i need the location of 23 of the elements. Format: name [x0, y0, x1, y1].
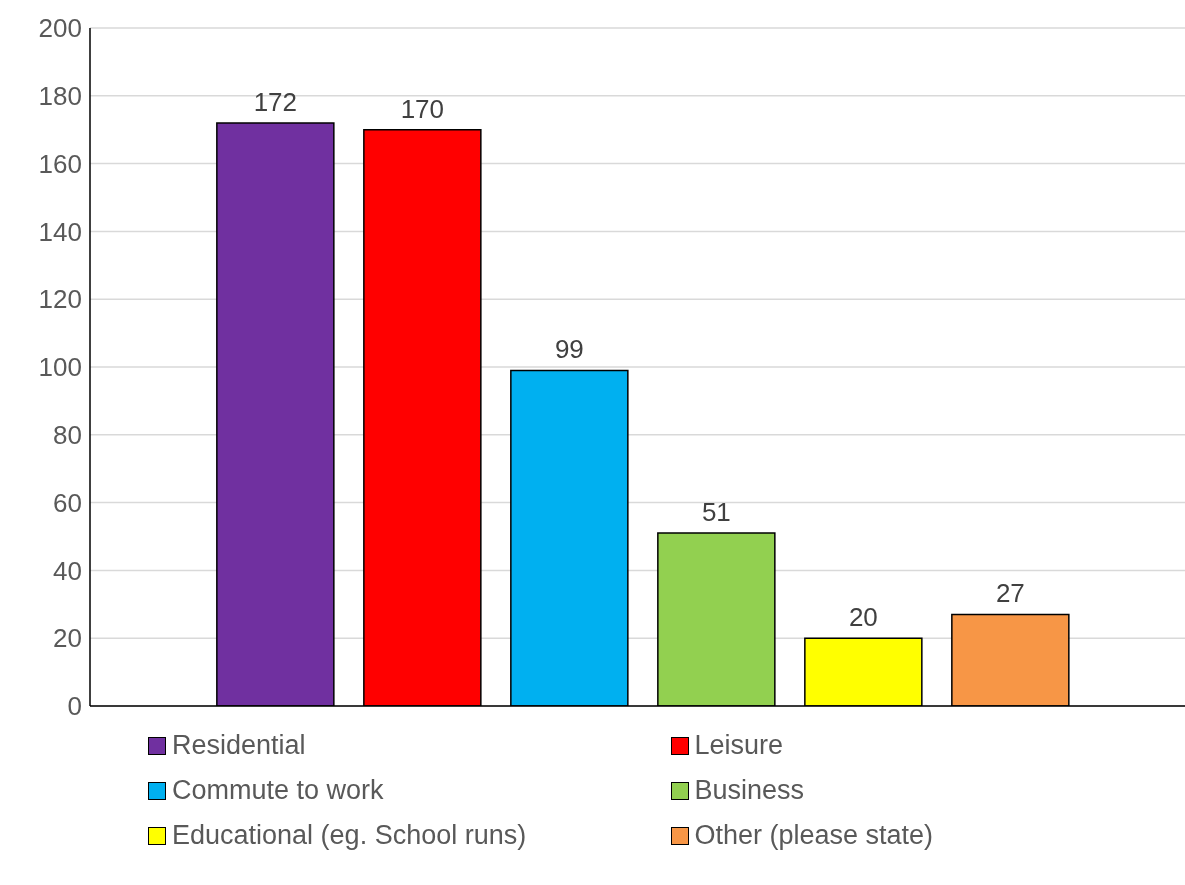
- legend-label: Residential: [172, 730, 306, 761]
- y-tick-label: 0: [67, 691, 82, 722]
- y-tick-label: 180: [38, 81, 82, 112]
- y-tick-label: 100: [38, 352, 82, 383]
- data-label: 170: [400, 93, 445, 124]
- y-tick-label: 140: [38, 216, 82, 247]
- legend-label: Educational (eg. School runs): [172, 820, 527, 851]
- data-label: 99: [554, 334, 584, 365]
- data-label: 51: [701, 497, 731, 528]
- legend-label: Leisure: [694, 730, 784, 761]
- y-tick-label: 80: [53, 420, 82, 451]
- data-label: 172: [253, 86, 298, 117]
- legend-label: Other (please state): [694, 820, 934, 851]
- y-tick-label: 200: [38, 13, 82, 44]
- data-label: 20: [848, 602, 878, 633]
- y-tick-label: 40: [53, 555, 82, 586]
- y-tick-label: 120: [38, 284, 82, 315]
- legend-label: Business: [694, 775, 805, 806]
- y-tick-label: 160: [38, 148, 82, 179]
- data-label: 27: [995, 578, 1025, 609]
- y-tick-label: 20: [53, 623, 82, 654]
- y-tick-label: 60: [53, 487, 82, 518]
- legend-label: Commute to work: [172, 775, 384, 806]
